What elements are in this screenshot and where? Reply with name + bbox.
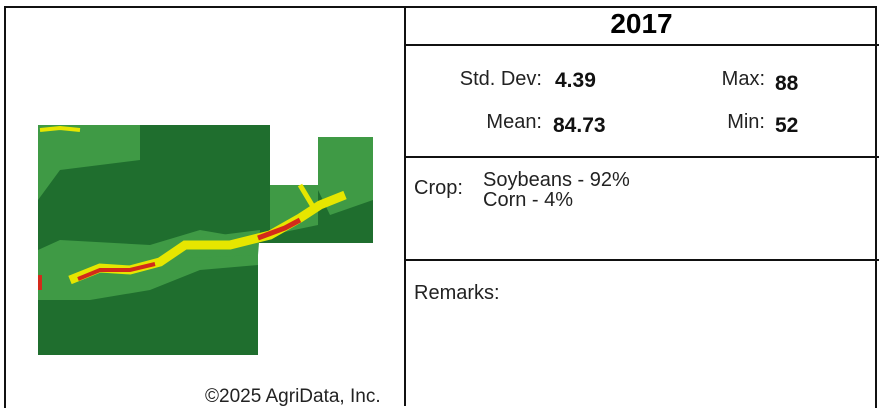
divider: [404, 44, 879, 46]
crop-item: Corn - 4%: [483, 190, 630, 210]
stat-value: 84.73: [553, 114, 606, 138]
stat-label: Min:: [660, 111, 765, 134]
page: ©2025 AgriData, Inc. 2017 Std. Dev: 4.39…: [0, 0, 879, 406]
stat-label: Max:: [660, 68, 765, 91]
year-title: 2017: [406, 8, 877, 40]
stat-value: 88: [775, 72, 798, 96]
divider: [404, 156, 879, 158]
remarks-label: Remarks:: [414, 282, 500, 305]
stat-value: 52: [775, 114, 798, 138]
divider: [404, 6, 406, 406]
copyright: ©2025 AgriData, Inc.: [205, 386, 381, 408]
crop-list: Soybeans - 92% Corn - 4%: [483, 170, 630, 210]
stat-label: Std. Dev:: [420, 68, 542, 91]
crop-item: Soybeans - 92%: [483, 170, 630, 190]
crop-label: Crop:: [414, 177, 463, 200]
stat-value: 4.39: [555, 69, 596, 93]
stat-label: Mean:: [420, 111, 542, 134]
divider: [404, 259, 879, 261]
yield-map: [6, 8, 404, 406]
